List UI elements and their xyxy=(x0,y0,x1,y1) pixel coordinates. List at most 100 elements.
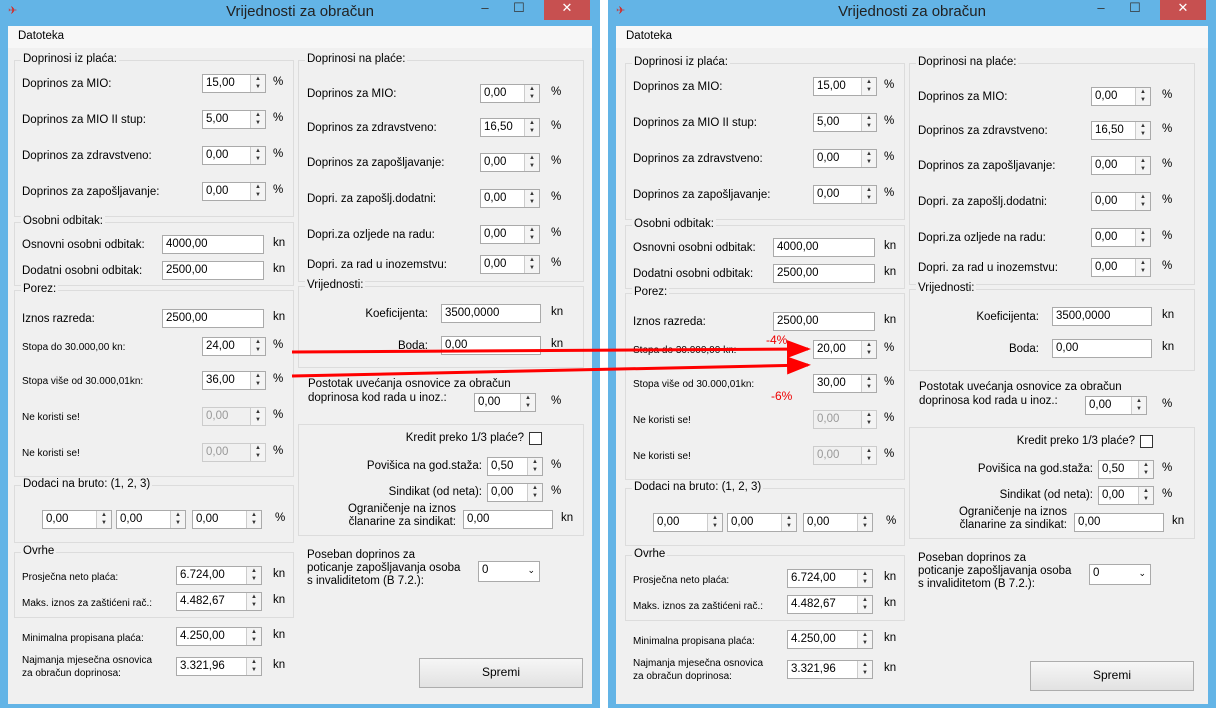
input-dod[interactable]: 2500,00 xyxy=(773,264,875,283)
up-down-arrows-icon[interactable]: ▲ ▼ xyxy=(857,661,872,678)
up-down-arrows-icon[interactable]: ▲ ▼ xyxy=(861,375,876,392)
spinner-minim[interactable]: 4.250,00 ▲ ▼ xyxy=(176,627,262,646)
spinner-d2[interactable]: 0,00 ▲ ▼ xyxy=(727,513,797,532)
spinner-mio2[interactable]: 5,00 ▲ ▼ xyxy=(813,113,877,132)
input-osn[interactable]: 4000,00 xyxy=(773,238,875,257)
up-down-arrows-icon[interactable]: ▲ ▼ xyxy=(1138,487,1153,504)
spinner-sind[interactable]: 0,00 ▲ ▼ xyxy=(1098,486,1154,505)
spinner-povis[interactable]: 0,50 ▲ ▼ xyxy=(487,457,543,476)
up-down-arrows-icon[interactable]: ▲ ▼ xyxy=(250,372,265,389)
spinner-zap_na[interactable]: 0,00 ▲ ▼ xyxy=(1091,156,1151,175)
up-down-arrows-icon[interactable]: ▲ ▼ xyxy=(246,658,261,675)
spinner-minim[interactable]: 4.250,00 ▲ ▼ xyxy=(787,630,873,649)
spinner-stopa2[interactable]: 30,00 ▲ ▼ xyxy=(813,374,877,393)
spremi-button[interactable]: Spremi xyxy=(419,658,583,688)
menu-datoteka[interactable]: Datoteka xyxy=(626,30,673,42)
spinner-prosj[interactable]: 6.724,00 ▲ ▼ xyxy=(176,566,262,585)
up-down-arrows-icon[interactable]: ▲ ▼ xyxy=(524,190,539,207)
spinner-prosj[interactable]: 6.724,00 ▲ ▼ xyxy=(787,569,873,588)
spinner-stopa1[interactable]: 20,00 ▲ ▼ xyxy=(813,340,877,359)
spinner-d1[interactable]: 0,00 ▲ ▼ xyxy=(653,513,723,532)
up-down-arrows-icon[interactable]: ▲ ▼ xyxy=(527,458,542,475)
up-down-arrows-icon[interactable]: ▲ ▼ xyxy=(857,570,872,587)
close-button[interactable]: ✕ xyxy=(544,0,590,20)
title-bar[interactable]: ✈ Vrijednosti za obračun – ☐ ✕ xyxy=(608,0,1216,26)
input-razred[interactable]: 2500,00 xyxy=(773,312,875,331)
spinner-najm[interactable]: 3.321,96 ▲ ▼ xyxy=(787,660,873,679)
up-down-arrows-icon[interactable]: ▲ ▼ xyxy=(861,114,876,131)
up-down-arrows-icon[interactable]: ▲ ▼ xyxy=(527,484,542,501)
spinner-ozlj[interactable]: 0,00 ▲ ▼ xyxy=(1091,228,1151,247)
up-down-arrows-icon[interactable]: ▲ ▼ xyxy=(1135,88,1150,105)
spinner-zdr_na[interactable]: 16,50 ▲ ▼ xyxy=(1091,121,1151,140)
spinner-zapd[interactable]: 0,00 ▲ ▼ xyxy=(1091,192,1151,211)
input-ogr[interactable]: 0,00 xyxy=(1074,513,1164,532)
spinner-maks[interactable]: 4.482,67 ▲ ▼ xyxy=(176,592,262,611)
spinner-inoz[interactable]: 0,00 ▲ ▼ xyxy=(480,255,540,274)
up-down-arrows-icon[interactable]: ▲ ▼ xyxy=(857,631,872,648)
input-ogr[interactable]: 0,00 xyxy=(463,510,553,529)
spinner-zdr_iz[interactable]: 0,00 ▲ ▼ xyxy=(202,146,266,165)
up-down-arrows-icon[interactable]: ▲ ▼ xyxy=(246,567,261,584)
spinner-ozlj[interactable]: 0,00 ▲ ▼ xyxy=(480,225,540,244)
close-button[interactable]: ✕ xyxy=(1160,0,1206,20)
up-down-arrows-icon[interactable]: ▲ ▼ xyxy=(1135,122,1150,139)
up-down-arrows-icon[interactable]: ▲ ▼ xyxy=(857,596,872,613)
kredit-checkbox[interactable] xyxy=(529,432,542,445)
spinner-inoz[interactable]: 0,00 ▲ ▼ xyxy=(1091,258,1151,277)
input-boda[interactable]: 0,00 xyxy=(441,336,541,355)
spinner-zdr_na[interactable]: 16,50 ▲ ▼ xyxy=(480,118,540,137)
up-down-arrows-icon[interactable]: ▲ ▼ xyxy=(861,341,876,358)
kredit-checkbox[interactable] xyxy=(1140,435,1153,448)
up-down-arrows-icon[interactable]: ▲ ▼ xyxy=(96,511,111,528)
input-osn[interactable]: 4000,00 xyxy=(162,235,264,254)
spremi-button[interactable]: Spremi xyxy=(1030,661,1194,691)
spinner-mio_na[interactable]: 0,00 ▲ ▼ xyxy=(480,84,540,103)
spinner-d2[interactable]: 0,00 ▲ ▼ xyxy=(116,510,186,529)
spinner-zap_iz[interactable]: 0,00 ▲ ▼ xyxy=(202,182,266,201)
up-down-arrows-icon[interactable]: ▲ ▼ xyxy=(1135,193,1150,210)
up-down-arrows-icon[interactable]: ▲ ▼ xyxy=(250,75,265,92)
menu-datoteka[interactable]: Datoteka xyxy=(18,30,65,42)
spinner-d1[interactable]: 0,00 ▲ ▼ xyxy=(42,510,112,529)
minimize-button[interactable]: – xyxy=(1097,0,1105,15)
maximize-button[interactable]: ☐ xyxy=(513,0,525,15)
up-down-arrows-icon[interactable]: ▲ ▼ xyxy=(520,394,535,411)
up-down-arrows-icon[interactable]: ▲ ▼ xyxy=(861,186,876,203)
up-down-arrows-icon[interactable]: ▲ ▼ xyxy=(246,593,261,610)
spinner-najm[interactable]: 3.321,96 ▲ ▼ xyxy=(176,657,262,676)
up-down-arrows-icon[interactable]: ▲ ▼ xyxy=(246,511,261,528)
spinner-sind[interactable]: 0,00 ▲ ▼ xyxy=(487,483,543,502)
input-koef[interactable]: 3500,0000 xyxy=(1052,307,1152,326)
poseban-doprinos-select[interactable]: 0 ⌄ xyxy=(478,561,540,582)
up-down-arrows-icon[interactable]: ▲ ▼ xyxy=(781,514,796,531)
spinner-zdr_iz[interactable]: 0,00 ▲ ▼ xyxy=(813,149,877,168)
up-down-arrows-icon[interactable]: ▲ ▼ xyxy=(250,147,265,164)
up-down-arrows-icon[interactable]: ▲ ▼ xyxy=(170,511,185,528)
spinner-mio_iz[interactable]: 15,00 ▲ ▼ xyxy=(202,74,266,93)
input-razred[interactable]: 2500,00 xyxy=(162,309,264,328)
input-dod[interactable]: 2500,00 xyxy=(162,261,264,280)
up-down-arrows-icon[interactable]: ▲ ▼ xyxy=(1135,259,1150,276)
up-down-arrows-icon[interactable]: ▲ ▼ xyxy=(1131,397,1146,414)
spinner-mio_na[interactable]: 0,00 ▲ ▼ xyxy=(1091,87,1151,106)
up-down-arrows-icon[interactable]: ▲ ▼ xyxy=(524,119,539,136)
up-down-arrows-icon[interactable]: ▲ ▼ xyxy=(250,111,265,128)
up-down-arrows-icon[interactable]: ▲ ▼ xyxy=(524,256,539,273)
up-down-arrows-icon[interactable]: ▲ ▼ xyxy=(524,226,539,243)
spinner-mio_iz[interactable]: 15,00 ▲ ▼ xyxy=(813,77,877,96)
minimize-button[interactable]: – xyxy=(481,0,489,15)
up-down-arrows-icon[interactable]: ▲ ▼ xyxy=(861,150,876,167)
spinner-d3[interactable]: 0,00 ▲ ▼ xyxy=(803,513,873,532)
spinner-post[interactable]: 0,00 ▲ ▼ xyxy=(1085,396,1147,415)
up-down-arrows-icon[interactable]: ▲ ▼ xyxy=(1138,461,1153,478)
up-down-arrows-icon[interactable]: ▲ ▼ xyxy=(250,183,265,200)
up-down-arrows-icon[interactable]: ▲ ▼ xyxy=(524,85,539,102)
spinner-mio2[interactable]: 5,00 ▲ ▼ xyxy=(202,110,266,129)
spinner-stopa1[interactable]: 24,00 ▲ ▼ xyxy=(202,337,266,356)
spinner-zap_iz[interactable]: 0,00 ▲ ▼ xyxy=(813,185,877,204)
input-boda[interactable]: 0,00 xyxy=(1052,339,1152,358)
up-down-arrows-icon[interactable]: ▲ ▼ xyxy=(1135,229,1150,246)
up-down-arrows-icon[interactable]: ▲ ▼ xyxy=(707,514,722,531)
up-down-arrows-icon[interactable]: ▲ ▼ xyxy=(524,154,539,171)
